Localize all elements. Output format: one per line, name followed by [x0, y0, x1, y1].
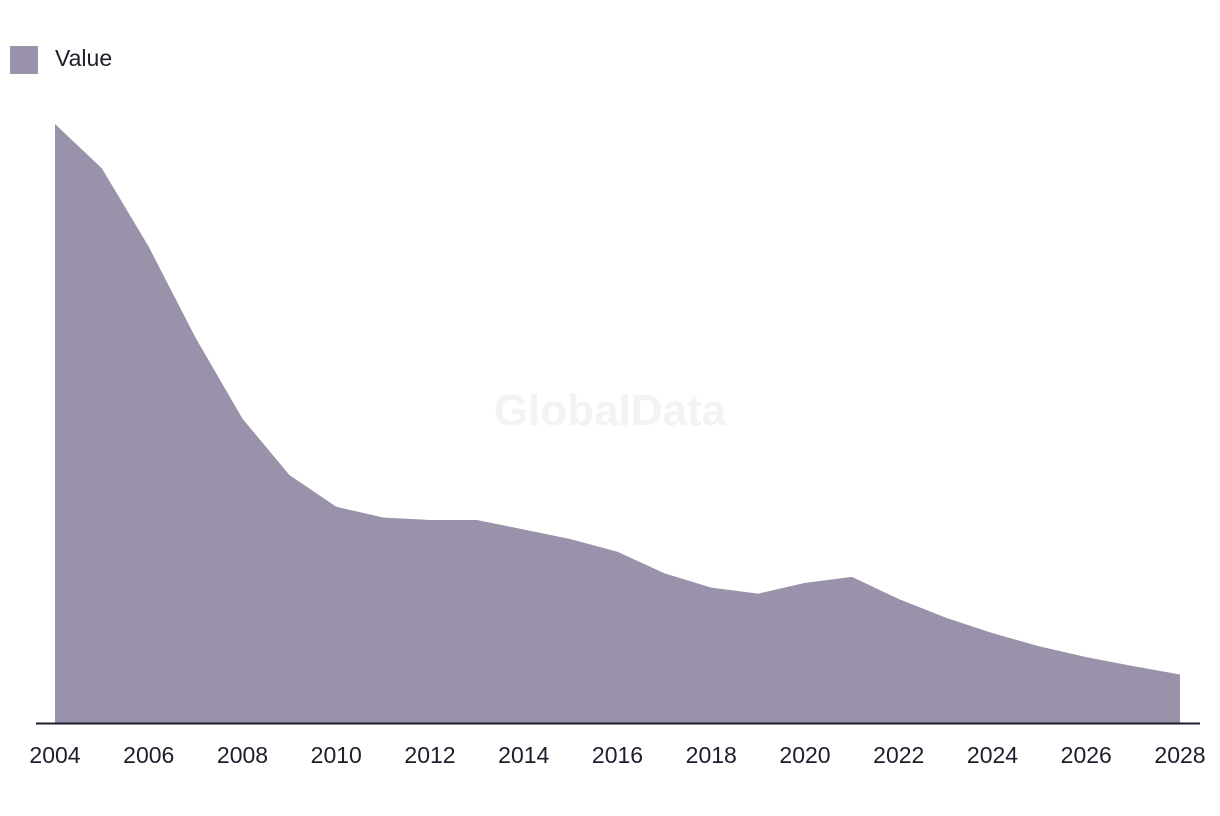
x-tick-label: 2028: [1154, 742, 1205, 768]
x-tick-label: 2016: [592, 742, 643, 768]
x-tick-label: 2012: [404, 742, 455, 768]
legend-label: Value: [55, 45, 113, 71]
watermark-text: GlobalData: [494, 386, 727, 435]
x-tick-label: 2008: [217, 742, 268, 768]
x-tick-label: 2018: [686, 742, 737, 768]
x-tick-label: 2004: [29, 742, 80, 768]
x-tick-label: 2020: [779, 742, 830, 768]
x-tick-label: 2024: [967, 742, 1018, 768]
legend-swatch: [10, 46, 38, 74]
x-tick-label: 2006: [123, 742, 174, 768]
x-tick-label: 2026: [1061, 742, 1112, 768]
x-tick-label: 2010: [311, 742, 362, 768]
area-series-1: [55, 124, 1180, 723]
x-tick-label: 2022: [873, 742, 924, 768]
x-tick-label: 2014: [498, 742, 549, 768]
